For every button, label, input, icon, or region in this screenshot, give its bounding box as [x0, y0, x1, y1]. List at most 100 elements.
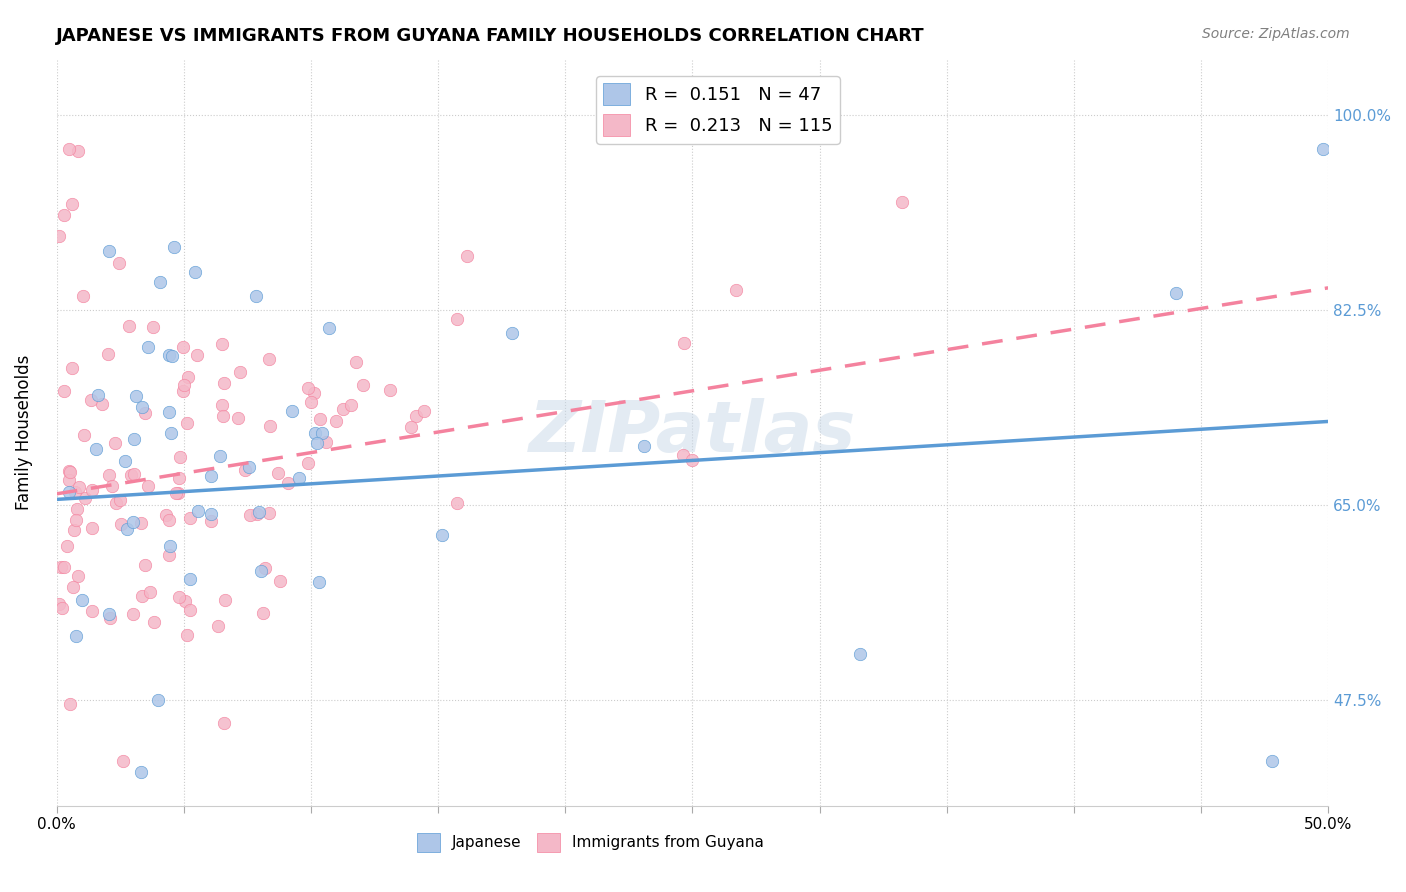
Point — [104, 436, 127, 450]
Point — [299, 395, 322, 409]
Point — [48, 229, 70, 244]
Point — [58, 464, 80, 478]
Point — [142, 319, 165, 334]
Point — [211, 398, 233, 412]
Point — [97, 347, 120, 361]
Point — [318, 321, 340, 335]
Point — [681, 453, 703, 467]
Point — [157, 348, 180, 362]
Point — [143, 615, 166, 629]
Legend: R =  0.151   N = 47, R =  0.213   N = 115: R = 0.151 N = 47, R = 0.213 N = 115 — [596, 76, 839, 144]
Point — [673, 335, 696, 350]
Point — [187, 503, 209, 517]
Point — [108, 255, 131, 269]
Point — [122, 607, 145, 622]
Point — [179, 603, 201, 617]
Point — [122, 432, 145, 446]
Point — [172, 340, 194, 354]
Point — [245, 289, 267, 303]
Point — [405, 409, 427, 424]
Point — [308, 412, 330, 426]
Point — [162, 349, 184, 363]
Point — [228, 410, 250, 425]
Point — [91, 397, 114, 411]
Point — [124, 467, 146, 482]
Point — [155, 508, 177, 523]
Point — [160, 425, 183, 440]
Point — [53, 384, 76, 399]
Point — [165, 486, 187, 500]
Point — [67, 480, 90, 494]
Point — [456, 249, 478, 263]
Point — [339, 398, 361, 412]
Point — [315, 435, 337, 450]
Point — [131, 400, 153, 414]
Point — [344, 355, 367, 369]
Point — [159, 539, 181, 553]
Point — [672, 448, 695, 462]
Point — [131, 589, 153, 603]
Point — [207, 619, 229, 633]
Point — [891, 195, 914, 210]
Point — [179, 511, 201, 525]
Point — [129, 765, 152, 780]
Point — [176, 416, 198, 430]
Point — [380, 383, 402, 397]
Point — [65, 629, 87, 643]
Point — [266, 466, 288, 480]
Point — [430, 528, 453, 542]
Point — [62, 580, 84, 594]
Point — [325, 414, 347, 428]
Point — [75, 491, 97, 506]
Point — [146, 693, 169, 707]
Point — [110, 516, 132, 531]
Point — [250, 564, 273, 578]
Point — [117, 522, 139, 536]
Point — [59, 466, 82, 480]
Point — [849, 647, 872, 661]
Point — [136, 340, 159, 354]
Point — [200, 507, 222, 521]
Point — [51, 601, 73, 615]
Point — [60, 197, 83, 211]
Point — [239, 508, 262, 522]
Point — [58, 474, 80, 488]
Point — [446, 495, 468, 509]
Point — [49, 559, 72, 574]
Point — [297, 381, 319, 395]
Point — [238, 460, 260, 475]
Point — [297, 456, 319, 470]
Point — [134, 558, 156, 572]
Point — [80, 604, 103, 618]
Point — [63, 485, 86, 500]
Point — [136, 478, 159, 492]
Point — [167, 470, 190, 484]
Point — [211, 337, 233, 351]
Point — [125, 389, 148, 403]
Point — [212, 715, 235, 730]
Point — [84, 442, 107, 456]
Point — [332, 401, 354, 416]
Point — [308, 574, 330, 589]
Point — [53, 209, 76, 223]
Point — [184, 265, 207, 279]
Point — [97, 607, 120, 621]
Point — [179, 572, 201, 586]
Point — [249, 505, 271, 519]
Point — [1164, 286, 1187, 301]
Point — [399, 420, 422, 434]
Point — [114, 453, 136, 467]
Point — [98, 244, 121, 258]
Point — [288, 471, 311, 485]
Point — [108, 493, 131, 508]
Point — [134, 406, 156, 420]
Point — [172, 384, 194, 398]
Point — [66, 569, 89, 583]
Point — [60, 361, 83, 376]
Point — [118, 318, 141, 333]
Point — [1312, 142, 1334, 156]
Point — [257, 352, 280, 367]
Point — [446, 312, 468, 326]
Point — [70, 593, 93, 607]
Point — [169, 450, 191, 465]
